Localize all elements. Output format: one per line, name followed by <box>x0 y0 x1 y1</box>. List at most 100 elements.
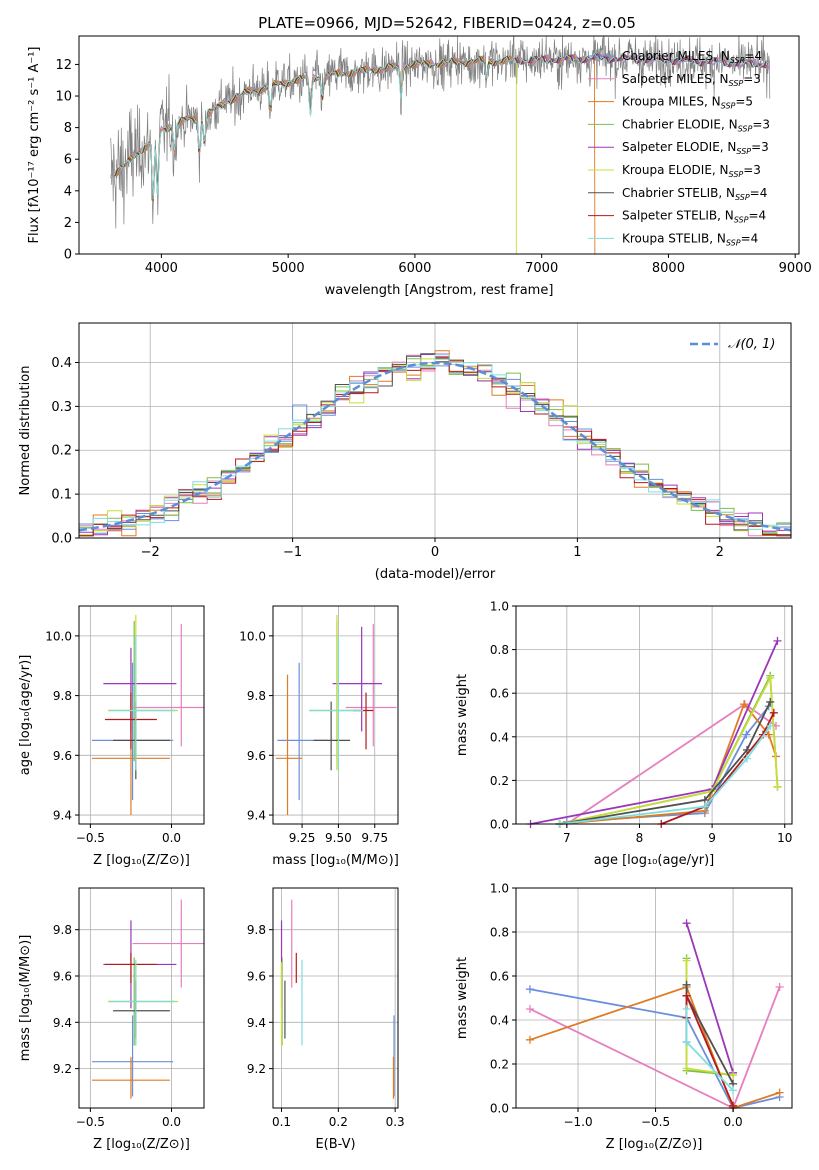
y-tick-label: 0.4 <box>490 730 509 744</box>
series-kroupa-stelib-marker <box>700 802 709 811</box>
axes-frame <box>272 605 399 825</box>
age-vs-Z-chart: −0.5 0.0 9.4 9.6 9.8 10.0 Z [log₁₀(Z/Z⊙)] age [… <box>18 605 205 868</box>
y-tick-label: 0.2 <box>490 774 509 788</box>
legend-label: Kroupa STELIB, NSSP=4 <box>622 231 758 247</box>
x-tick-label: 2 <box>716 545 724 560</box>
y-tick-label: 1.0 <box>490 600 509 614</box>
y-tick-label: 9.2 <box>53 1062 72 1076</box>
x-tick-label: −0.5 <box>76 831 105 845</box>
x-tick-label: 9.75 <box>361 831 388 845</box>
x-axis-label: wavelength [Angstrom, rest frame] <box>325 283 554 298</box>
model-spectrum-salpeter-elodie <box>110 53 771 201</box>
y-tick-label: 4 <box>64 184 72 199</box>
series-kroupa-stelib-marker <box>742 754 751 763</box>
y-tick-label: 0.2 <box>490 1058 509 1072</box>
y-tick-label: 9.4 <box>247 1016 266 1030</box>
x-tick-label: 0.3 <box>386 1115 405 1129</box>
legend-label: Kroupa ELODIE, NSSP=3 <box>622 163 761 179</box>
x-tick-label: 0.0 <box>724 1115 743 1129</box>
series-kroupa-stelib <box>559 725 771 824</box>
y-tick-label: 2 <box>64 216 72 231</box>
legend-label: Salpeter MILES, NSSP=3 <box>622 72 761 88</box>
y-tick-label: 9.6 <box>53 970 72 984</box>
y-tick-label: 9.4 <box>53 809 72 823</box>
axes-frame <box>78 605 205 825</box>
y-tick-label: 9.6 <box>247 970 266 984</box>
legend-label: Chabrier STELIB, NSSP=4 <box>622 186 767 202</box>
y-tick-label: 10.0 <box>239 629 266 643</box>
series-chabrier-miles-marker <box>525 985 534 994</box>
series-salpeter-stelib-marker <box>769 708 778 717</box>
y-tick-label: 6 <box>64 153 72 168</box>
y-tick-label: 9.2 <box>247 1062 266 1076</box>
y-tick-label: 9.8 <box>53 923 72 937</box>
series-salpeter-elodie <box>530 640 779 824</box>
y-tick-label: 0.4 <box>51 356 72 371</box>
x-tick-label: 1 <box>573 545 581 560</box>
axes-frame <box>515 605 793 825</box>
series-kroupa-elodie <box>685 960 734 1076</box>
y-axis-label: age [log₁₀(age/yr)] <box>18 655 33 776</box>
y-tick-label: 8 <box>64 121 72 136</box>
mass-vs-EBV-chart: 0.1 0.2 0.3 9.2 9.4 9.6 9.8 E(B-V) <box>247 887 405 1152</box>
x-tick-label: 9.25 <box>289 831 316 845</box>
series-kroupa-elodie-marker <box>773 782 782 791</box>
series-kroupa-elodie-marker <box>682 956 691 965</box>
series-kroupa-miles-marker <box>525 1035 534 1044</box>
model-spectrum-kroupa-elodie <box>110 55 517 254</box>
x-axis-label: Z [log₁₀(Z/Z⊙)] <box>606 1137 703 1152</box>
y-tick-label: 0.0 <box>51 532 72 547</box>
model-spectrum-salpeter-stelib <box>110 52 770 197</box>
y-tick-label: 1.0 <box>490 882 509 896</box>
residuals-chart: −2 −1 0 1 2 0.0 0.1 0.2 0.3 0.4 (data-model)/error… <box>18 322 792 582</box>
x-tick-label: 8000 <box>652 261 685 276</box>
x-tick-label: 0.2 <box>329 1115 348 1129</box>
x-tick-label: 4000 <box>145 261 178 276</box>
series-chabrier-miles <box>529 988 780 1108</box>
age-vs-mass-chart: 9.25 9.50 9.75 9.4 9.6 9.8 10.0 mass [log₁₀(M/M… <box>239 605 399 868</box>
series-kroupa-elodie <box>559 674 779 824</box>
axes-frame <box>78 887 205 1109</box>
series-kroupa-stelib-marker <box>682 1005 691 1013</box>
x-axis-label: mass [log₁₀(M/M⊙)] <box>272 853 399 868</box>
y-tick-label: 0.2 <box>51 444 72 459</box>
x-tick-label: 6000 <box>398 261 431 276</box>
series-kroupa-elodie-marker <box>766 673 775 682</box>
y-tick-label: 0.0 <box>490 1102 509 1116</box>
x-axis-label: Z [log₁₀(Z/Z⊙)] <box>93 853 190 868</box>
series-kroupa-elodie-marker <box>682 1064 691 1073</box>
series-salpeter-elodie-marker <box>773 636 782 645</box>
mass-weight-vs-age-chart: 7 8 9 10 0.0 0.2 0.4 0.6 0.8 1.0 age [log₁₀(age/yr… <box>455 600 793 868</box>
series-chabrier-stelib <box>559 701 772 824</box>
x-tick-label: 0.0 <box>162 1115 181 1129</box>
x-tick-label: −0.5 <box>76 1115 105 1129</box>
y-tick-label: 0.8 <box>490 643 509 657</box>
histogram-kroupa-stelib <box>79 354 791 530</box>
series-kroupa-miles <box>529 985 780 1108</box>
y-tick-label: 9.4 <box>247 809 266 823</box>
x-tick-label: 9 <box>708 831 716 845</box>
series-kroupa-stelib-marker <box>766 721 775 730</box>
legend-label: 𝒩(0, 1) <box>728 337 775 352</box>
series-kroupa-miles-marker <box>775 1088 784 1097</box>
y-tick-label: 10.0 <box>45 629 72 643</box>
y-tick-label: 0.1 <box>51 488 72 503</box>
x-tick-label: 10 <box>777 831 792 845</box>
x-tick-label: 8 <box>636 831 644 845</box>
legend-label: Kroupa MILES, NSSP=5 <box>622 95 753 111</box>
series-kroupa-miles-marker <box>740 700 749 709</box>
model-spectrum-chabrier-stelib <box>110 53 770 198</box>
axes-frame <box>78 35 800 255</box>
x-tick-label: 0.1 <box>272 1115 291 1129</box>
x-tick-label: 7 <box>563 831 571 845</box>
axes-frame <box>515 887 793 1109</box>
series-salpeter-stelib <box>660 712 775 824</box>
x-tick-label: 9000 <box>779 261 812 276</box>
x-axis-label: (data-model)/error <box>375 567 496 582</box>
y-axis-label: Normed distribution <box>18 366 33 496</box>
legend-label: Salpeter STELIB, NSSP=4 <box>622 209 766 225</box>
spectrum-chart: 4000 5000 6000 7000 8000 9000 0 2 4 6 8 10 12 wavelen… <box>27 14 812 298</box>
y-tick-label: 9.8 <box>247 923 266 937</box>
series-salpeter-miles-marker <box>775 983 784 991</box>
